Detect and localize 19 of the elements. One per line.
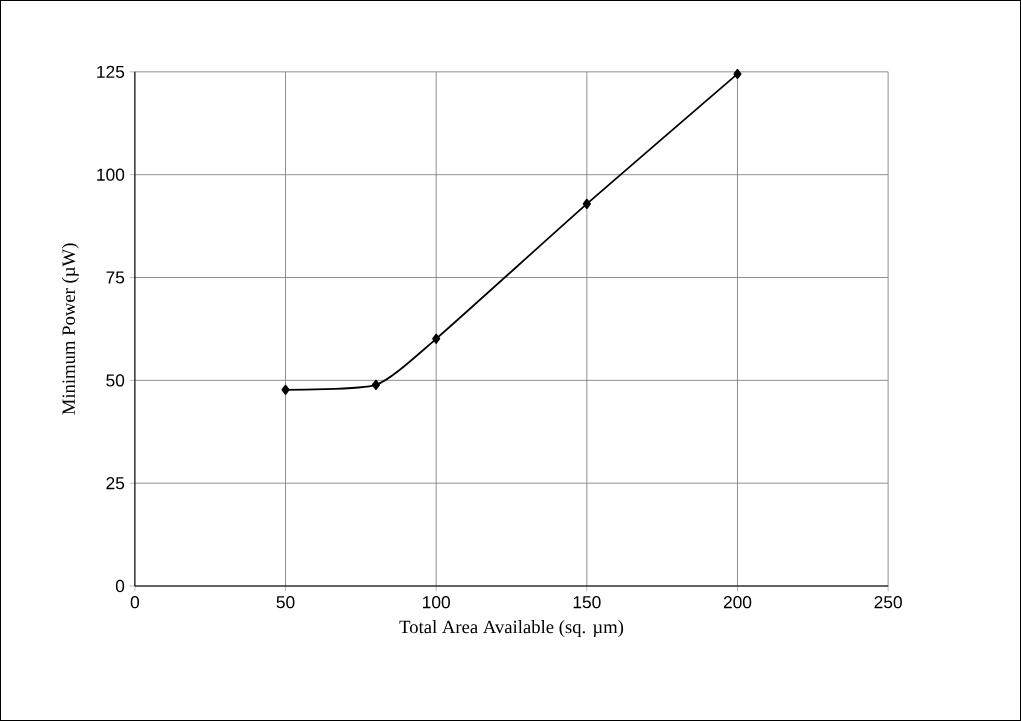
x-tick-label: 200: [723, 596, 752, 609]
y-tick-label: 25: [106, 477, 125, 490]
point: [281, 384, 290, 395]
point: [733, 68, 742, 80]
y-tick-label: 125: [97, 65, 125, 79]
x-tick-label: 0: [130, 596, 140, 609]
y-tick-label: 50: [106, 374, 125, 387]
point: [582, 198, 591, 210]
y-axis-title: Minimum Power (µW): [61, 243, 79, 415]
point: [432, 333, 441, 344]
x-axis-title: Total Area Available (sq. µm): [399, 620, 624, 638]
y-tick-label: 75: [106, 271, 125, 284]
x-tick-label: 250: [874, 596, 902, 609]
x-tick-label: 150: [573, 596, 601, 609]
x-tick-label: 100: [423, 596, 450, 609]
point: [371, 379, 380, 391]
y-tick-label: 0: [115, 579, 125, 593]
y-tick-label: 100: [97, 168, 125, 181]
x-tick-label: 50: [276, 596, 295, 609]
